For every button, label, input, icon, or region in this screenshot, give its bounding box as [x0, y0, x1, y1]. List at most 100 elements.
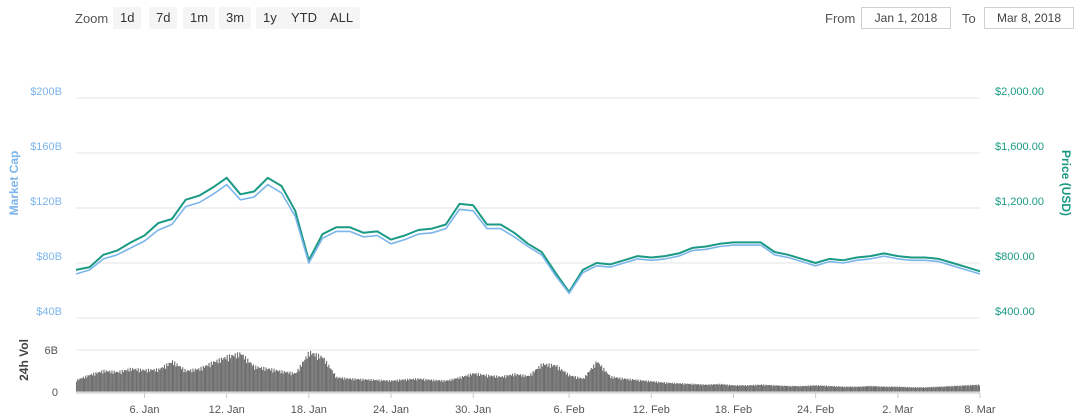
volume-bar: [938, 386, 941, 392]
volume-bar: [630, 380, 632, 392]
zoom-1y-button[interactable]: 1y: [256, 7, 284, 29]
volume-bar: [481, 375, 483, 392]
volume-bar: [712, 384, 715, 392]
volume-bar: [606, 373, 608, 392]
volume-bar: [760, 384, 762, 392]
volume-bar: [791, 385, 793, 392]
volume-bar: [89, 374, 91, 392]
volume-bar: [817, 385, 820, 392]
volume-bar: [254, 369, 256, 392]
zoom-1m-button[interactable]: 1m: [183, 7, 216, 29]
volume-bar: [243, 359, 245, 392]
volume-bar: [545, 364, 547, 392]
volume-bar: [569, 374, 571, 392]
volume-bar: [509, 374, 511, 392]
volume-bar: [546, 363, 548, 392]
volume-bar: [307, 351, 309, 392]
volume-bar: [436, 380, 438, 392]
volume-bar: [351, 379, 353, 392]
volume-bar: [339, 377, 341, 392]
zoom-1d-button[interactable]: 1d: [113, 7, 142, 29]
price-tick-label: $400.00: [995, 306, 1035, 318]
volume-bar: [767, 384, 769, 392]
volume-bar: [142, 369, 144, 392]
volume-bar: [194, 368, 196, 392]
volume-bar: [934, 387, 936, 392]
volume-bar: [653, 381, 655, 392]
volume-bar: [311, 354, 313, 392]
volume-bar: [735, 386, 737, 392]
volume-bar: [300, 366, 302, 392]
volume-bar: [550, 363, 552, 392]
volume-bar: [585, 374, 587, 392]
from-date-input[interactable]: [861, 7, 951, 29]
volume-bar: [427, 379, 429, 392]
volume-bar: [234, 353, 236, 392]
volume-bar: [502, 377, 505, 392]
price-tick-label: $1,200.00: [995, 196, 1044, 208]
gridlines: [76, 97, 980, 319]
volume-bar: [343, 379, 345, 392]
volume-bar: [144, 370, 146, 392]
volume-bar: [556, 365, 558, 392]
volume-bar: [344, 377, 346, 392]
volume-bar: [797, 385, 799, 392]
volume-bar: [815, 385, 817, 392]
volume-bar: [87, 375, 89, 392]
volume-bar: [101, 370, 103, 392]
volume-bar: [265, 367, 267, 392]
volume-bar: [701, 385, 703, 392]
volume-bar: [348, 378, 350, 392]
volume-bar: [595, 361, 597, 392]
volume-bar: [942, 387, 944, 392]
axis-titles: Market Cap Price (USD) 24h Vol: [7, 150, 1073, 381]
zoom-3m-button[interactable]: 3m: [219, 7, 252, 29]
volume-bar: [181, 369, 183, 392]
volume-bar: [158, 368, 160, 392]
volume-bar: [677, 383, 679, 392]
volume-bar: [88, 375, 90, 392]
volume-bar: [967, 384, 969, 392]
volume-bar: [803, 386, 805, 392]
volume-bar: [238, 357, 240, 392]
volume-bar: [574, 376, 576, 392]
volume-bar: [146, 372, 148, 392]
volume-bar: [118, 372, 120, 392]
volume-bar: [672, 383, 675, 392]
volume-bar: [515, 375, 517, 392]
volume-bar: [618, 378, 620, 392]
volume-bar: [303, 361, 305, 392]
volume-bar: [93, 372, 95, 392]
volume-bar: [415, 378, 417, 392]
volume-bar: [242, 354, 244, 392]
volume-bar: [793, 385, 796, 392]
volume-bar: [708, 384, 710, 392]
volume-bar: [960, 386, 962, 392]
to-date-input[interactable]: [984, 7, 1074, 29]
volume-bar: [308, 356, 310, 392]
volume-bar: [593, 364, 595, 392]
volume-bar: [854, 386, 856, 392]
volume-bar: [602, 370, 604, 392]
volume-bar: [751, 385, 753, 392]
volume-bar: [469, 373, 471, 392]
volume-bar: [81, 378, 83, 392]
volume-bar: [138, 372, 140, 392]
volume-bar: [809, 385, 812, 392]
volume-bar: [252, 364, 255, 392]
volume-bar: [562, 370, 564, 392]
zoom-7d-button[interactable]: 7d: [149, 7, 178, 29]
zoom-ytd-button[interactable]: YTD: [284, 7, 324, 29]
zoom-all-button[interactable]: ALL: [323, 7, 361, 29]
volume-bar: [196, 369, 199, 392]
volume-bar: [935, 386, 937, 392]
volume-bar: [898, 386, 901, 392]
volume-bar: [621, 377, 623, 392]
volume-bar: [859, 386, 861, 392]
volume-bar: [628, 380, 630, 392]
volume-bar: [904, 386, 906, 392]
volume-bar: [571, 375, 573, 392]
volume-bar: [151, 370, 153, 392]
zoom-label: Zoom: [75, 11, 109, 26]
volume-bar: [723, 384, 725, 392]
